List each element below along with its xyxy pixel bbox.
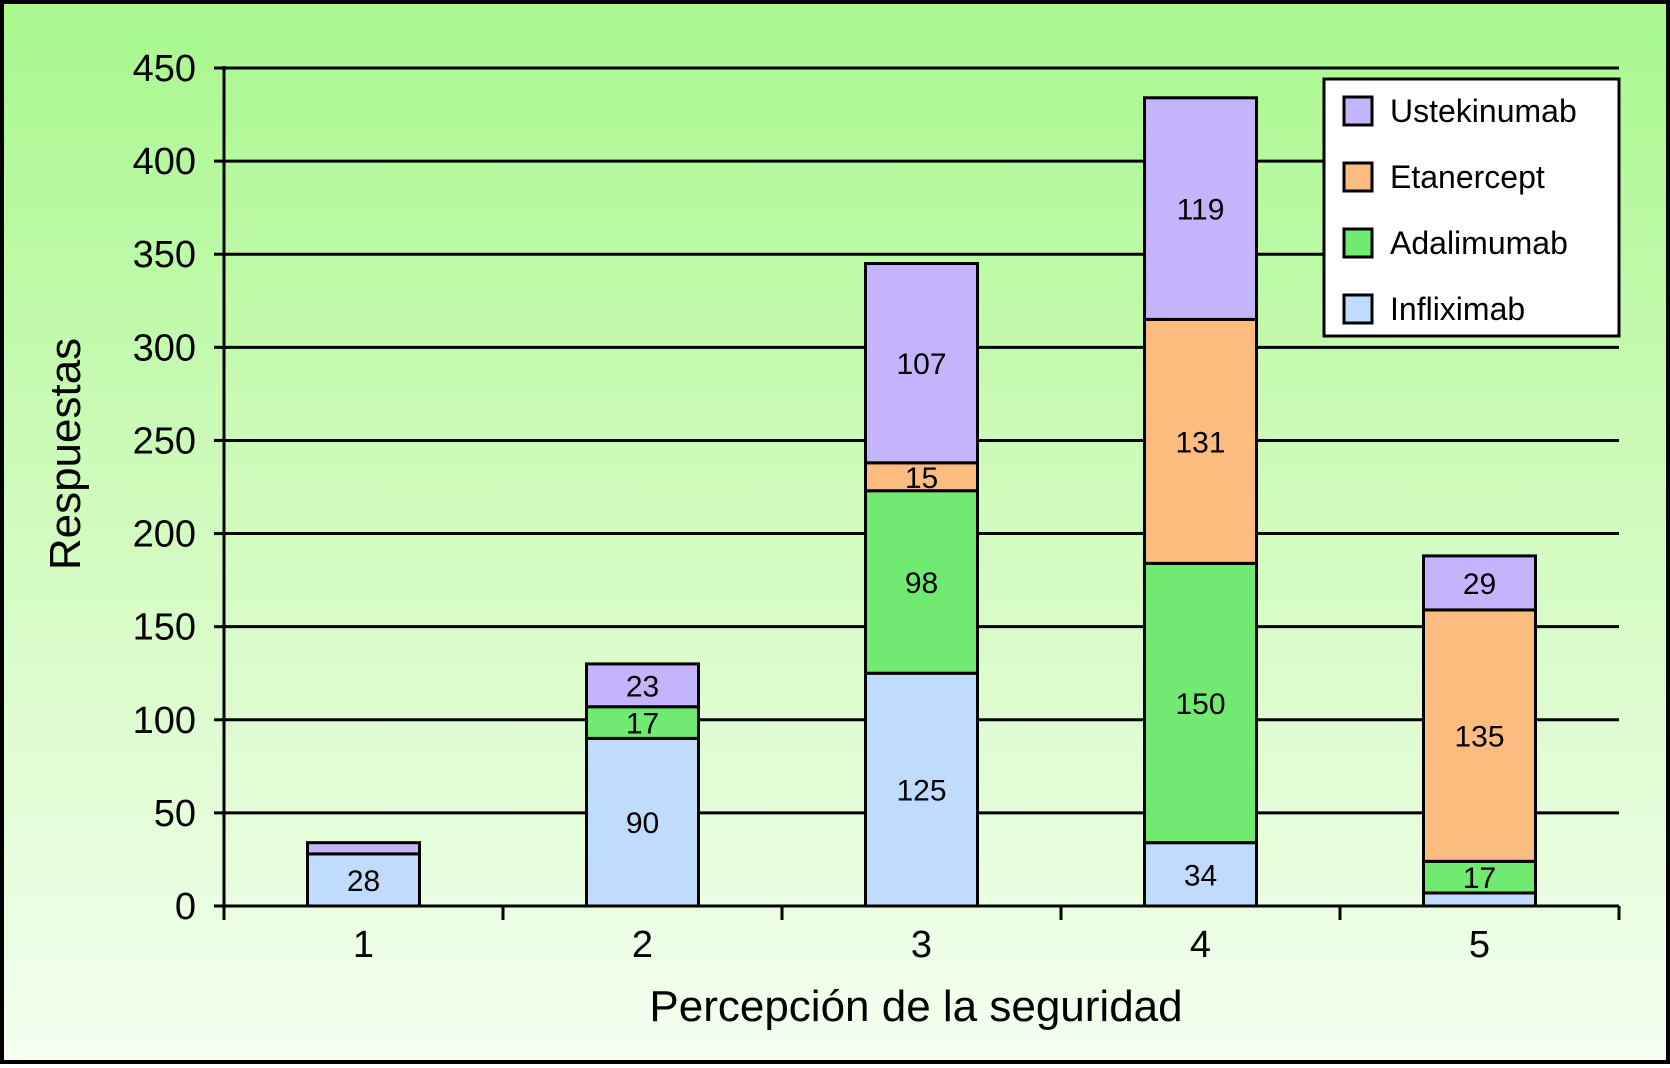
data-label-ustekinumab-3: 107	[896, 348, 946, 381]
y-tick-label: 300	[133, 327, 196, 369]
y-tick-label: 100	[133, 700, 196, 742]
y-tick-label: 400	[133, 141, 196, 183]
data-label-adalimumab-5: 17	[1463, 862, 1496, 895]
data-label-adalimumab-2: 17	[626, 708, 659, 741]
x-tick-label: 5	[1469, 924, 1490, 966]
data-label-etanercept-5: 135	[1454, 721, 1504, 754]
legend-swatch-infliximab	[1342, 293, 1374, 325]
y-tick-label: 350	[133, 234, 196, 276]
bar-adalimumab-3	[864, 489, 979, 675]
y-tick-label: 50	[154, 793, 196, 835]
bar-adalimumab-2	[585, 705, 700, 740]
bar-infliximab-3	[864, 671, 979, 908]
y-tick-label: 150	[133, 607, 196, 649]
data-label-ustekinumab-2: 23	[626, 670, 659, 703]
bar-etanercept-5	[1422, 608, 1537, 863]
y-tick-label: 0	[175, 886, 196, 928]
legend-swatch-etanercept	[1342, 161, 1374, 193]
x-axis-title: Percepción de la seguridad	[649, 982, 1182, 1031]
data-label-ustekinumab-4: 119	[1177, 194, 1225, 227]
data-label-infliximab-3: 125	[896, 775, 946, 808]
legend-label-ustekinumab: Ustekinumab	[1390, 93, 1577, 129]
bar-adalimumab-5	[1422, 859, 1537, 895]
data-label-ustekinumab-5: 29	[1463, 568, 1496, 601]
y-tick-label: 450	[133, 48, 196, 90]
bar-ustekinumab-1	[306, 841, 421, 856]
bar-etanercept-4	[1143, 317, 1258, 565]
x-tick-label: 3	[911, 924, 932, 966]
data-label-infliximab-4: 34	[1184, 859, 1217, 892]
y-tick-label: 200	[133, 514, 196, 556]
bar-adalimumab-4	[1143, 561, 1258, 845]
y-axis-title: Respuestas	[41, 338, 90, 570]
bar-infliximab-2	[585, 736, 700, 908]
bar-infliximab-4	[1143, 841, 1258, 908]
data-labels: 28 90 17 23 125 98 15 107 34 150 131 119 17 135 29	[347, 194, 1505, 898]
data-label-etanercept-3: 15	[905, 462, 938, 495]
bar-ustekinumab-4	[1143, 96, 1258, 321]
data-label-infliximab-2: 90	[626, 807, 659, 840]
x-tick-label: 1	[353, 924, 374, 966]
legend-swatch-ustekinumab	[1342, 95, 1374, 127]
legend-label-infliximab: Infliximab	[1390, 291, 1525, 327]
bar-ustekinumab-2	[585, 662, 700, 709]
bar-ustekinumab-5	[1422, 554, 1537, 612]
legend-label-etanercept: Etanercept	[1390, 159, 1545, 195]
bar-infliximab-1	[306, 852, 421, 908]
x-tick-label: 2	[632, 924, 653, 966]
data-label-etanercept-4: 131	[1175, 426, 1225, 459]
bar-ustekinumab-3	[864, 262, 979, 465]
data-label-adalimumab-3: 98	[905, 567, 938, 600]
legend-swatch-adalimumab	[1342, 227, 1374, 259]
legend: Ustekinumab Etanercept Adalimumab Inflixima…	[1322, 77, 1621, 338]
x-tick-label: 4	[1190, 924, 1211, 966]
data-label-infliximab-1: 28	[347, 865, 380, 898]
legend-label-adalimumab: Adalimumab	[1390, 225, 1568, 261]
y-tick-label: 250	[133, 420, 196, 462]
bars	[306, 96, 1537, 908]
data-label-adalimumab-4: 150	[1175, 688, 1225, 721]
